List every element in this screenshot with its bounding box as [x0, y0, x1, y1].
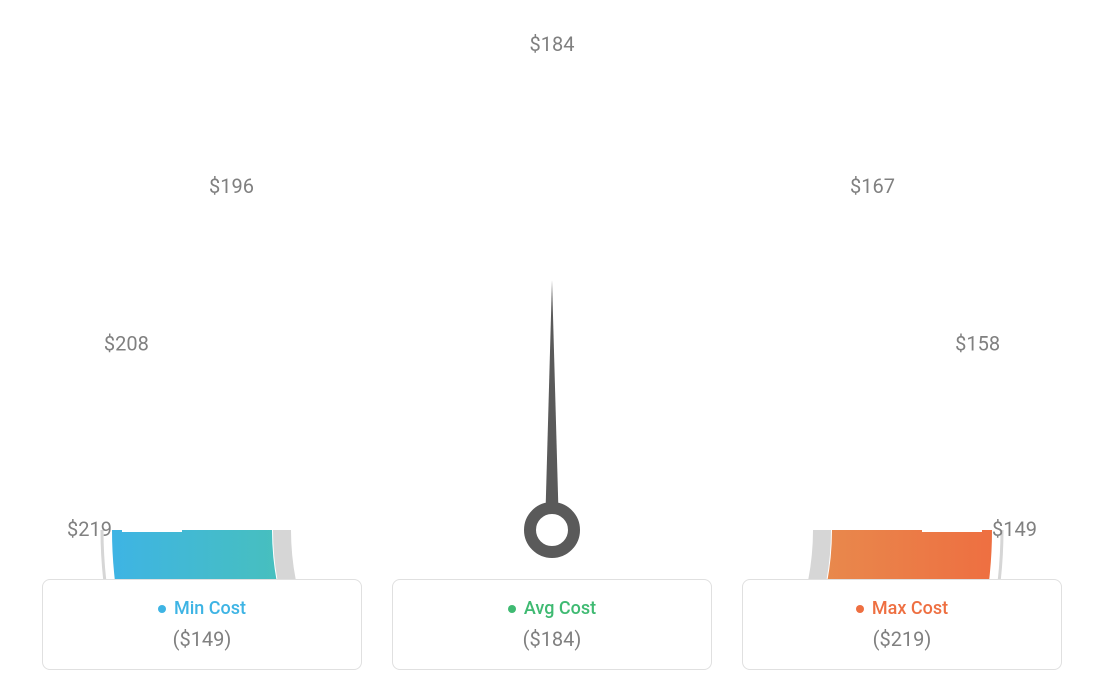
dot-icon	[508, 605, 516, 613]
legend-label: Max Cost	[872, 598, 948, 619]
legend-title-avg: Avg Cost	[508, 598, 596, 619]
legend-title-max: Max Cost	[856, 598, 948, 619]
svg-text:$219: $219	[67, 517, 112, 541]
gauge-chart: $149 $158 $167 $184 $196 $208 $219	[0, 20, 1104, 580]
legend-label: Min Cost	[174, 598, 246, 619]
legend-value-min: ($149)	[63, 627, 341, 651]
svg-text:$149: $149	[992, 517, 1037, 541]
svg-text:$184: $184	[530, 32, 575, 56]
svg-text:$158: $158	[955, 331, 1000, 355]
legend-card-min: Min Cost ($149)	[42, 579, 362, 671]
legend-label: Avg Cost	[524, 598, 596, 619]
dot-icon	[158, 605, 166, 613]
legend-card-avg: Avg Cost ($184)	[392, 579, 712, 671]
legend-value-max: ($219)	[763, 627, 1041, 651]
svg-text:$196: $196	[209, 174, 254, 198]
svg-text:$167: $167	[850, 174, 895, 198]
legend-card-max: Max Cost ($219)	[742, 579, 1062, 671]
legend-title-min: Min Cost	[158, 598, 246, 619]
dot-icon	[856, 605, 864, 613]
svg-text:$208: $208	[104, 331, 149, 355]
legend-row: Min Cost ($149) Avg Cost ($184) Max Cost…	[0, 579, 1104, 671]
legend-value-avg: ($184)	[413, 627, 691, 651]
gauge-svg: $149 $158 $167 $184 $196 $208 $219	[0, 20, 1104, 580]
